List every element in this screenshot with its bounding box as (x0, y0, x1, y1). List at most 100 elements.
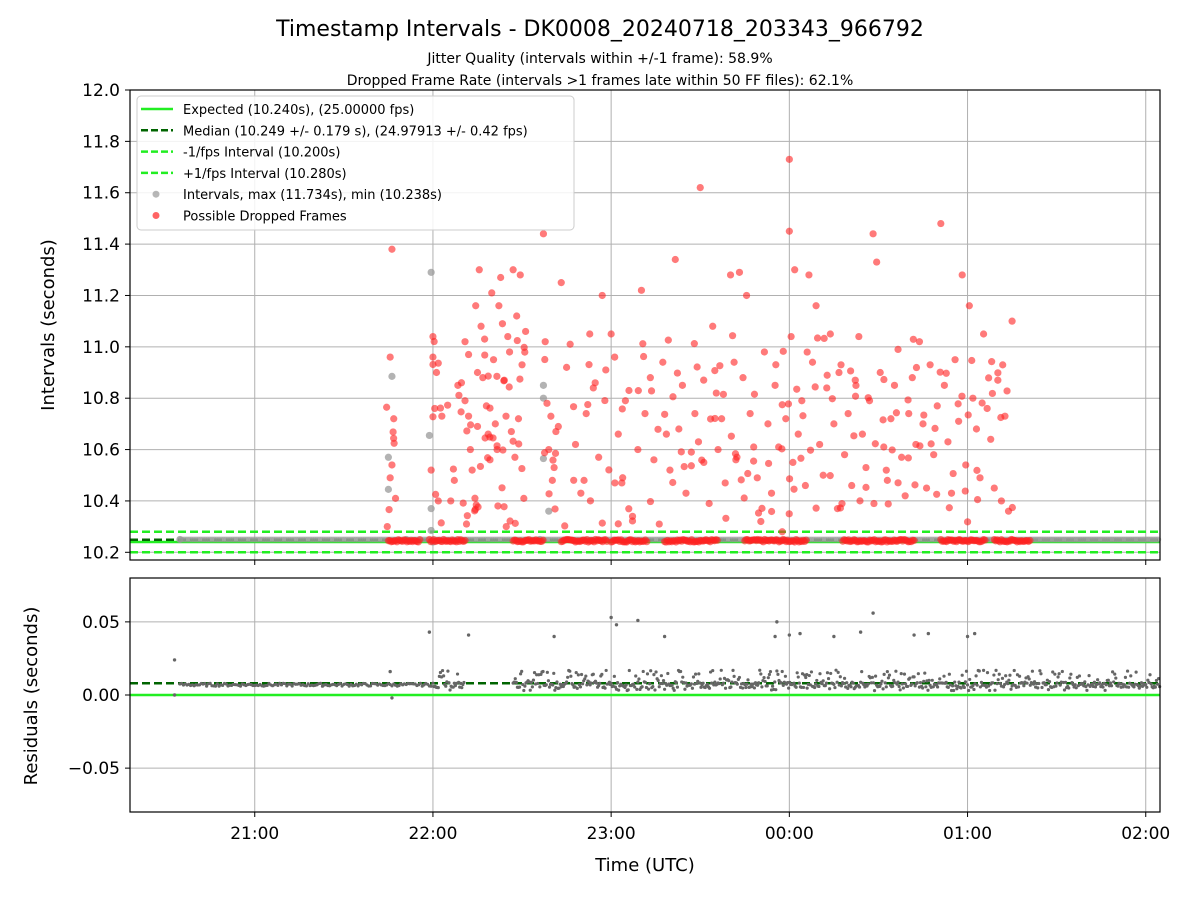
dropped-frame-point (495, 302, 503, 310)
dropped-frame-point (994, 369, 1002, 377)
residual-point (523, 684, 527, 688)
residuals-panel: −0.05 0.00 0.05 21:00 22:00 23:00 00:00 01:00 02… (68, 577, 1170, 844)
residual-point (926, 631, 931, 636)
residual-point (591, 672, 595, 676)
residual-point (1057, 672, 1061, 676)
dropped-frame-point (862, 483, 870, 491)
dropped-frame-point (450, 476, 458, 484)
residual-point (832, 682, 836, 686)
legend-entry-label: Median (10.249 +/- 0.179 s), (24.97913 +… (183, 124, 528, 139)
residual-point (614, 623, 619, 627)
dropped-frame-point (799, 412, 807, 420)
dropped-frame-point (585, 361, 593, 369)
residual-point (1109, 684, 1114, 688)
dropped-frame-point (570, 476, 578, 484)
dropped-frame-point (873, 258, 881, 266)
dropped-frame-point (976, 474, 984, 482)
dropped-frame-point (793, 385, 801, 393)
residual-point (683, 687, 687, 691)
residual-point (898, 688, 902, 692)
dropped-frame-point (486, 404, 494, 412)
dropped-frame-point (819, 471, 827, 479)
residual-point (1036, 686, 1040, 690)
dropped-frame-point (915, 338, 924, 346)
top-ytick-label: 10.2 (82, 543, 120, 563)
residual-point (585, 683, 589, 687)
top-ytick-label: 11.0 (82, 338, 120, 358)
dropped-frame-point (664, 336, 672, 344)
dropped-frame-point (621, 397, 629, 405)
dropped-frame-point (963, 518, 972, 526)
dropped-frame-point (548, 476, 556, 484)
interval-point (545, 507, 553, 515)
residual-point (866, 682, 870, 686)
residual-point (442, 674, 446, 678)
residual-point (581, 682, 585, 686)
bottom-ytick-label: −0.05 (68, 759, 120, 779)
residual-point (737, 675, 742, 680)
residual-point (903, 682, 908, 686)
residual-point (946, 685, 950, 689)
residual-point (319, 681, 323, 686)
top-ytick-label: 11.6 (82, 184, 120, 204)
interval-point (539, 454, 548, 463)
residual-point (1155, 682, 1160, 686)
dropped-frame-point (464, 412, 473, 420)
residual-point (1009, 687, 1013, 691)
dropped-frame-point (646, 374, 654, 382)
dropped-frame-point (461, 536, 469, 545)
dropped-frame-point (716, 362, 724, 370)
residual-point (757, 681, 761, 685)
dropped-frame-point (545, 490, 553, 498)
residual-point (690, 686, 695, 690)
residual-point (574, 670, 578, 675)
dropped-frame-point (823, 384, 831, 392)
residual-point (1062, 688, 1067, 692)
dropped-frame-point (539, 536, 547, 544)
residual-point (609, 681, 613, 685)
dropped-frame-point (437, 519, 445, 527)
dropped-frame-point (502, 523, 510, 531)
dropped-frame-point (591, 379, 599, 387)
residual-point (649, 669, 653, 673)
dropped-frame-point (457, 408, 465, 416)
residual-point (918, 681, 923, 685)
dropped-frame-point (713, 536, 721, 544)
dropped-frame-point (944, 438, 952, 446)
residual-point (883, 681, 887, 685)
residual-point (427, 630, 432, 634)
dropped-frame-point (994, 376, 1002, 384)
residual-point (900, 682, 904, 686)
residual-point (698, 681, 702, 685)
residual-point (729, 685, 733, 689)
residual-point (731, 668, 735, 672)
residual-point (839, 684, 843, 688)
legend-entry-label: Possible Dropped Frames (183, 210, 347, 225)
residual-point (1006, 682, 1010, 686)
dropped-frame-point (721, 479, 729, 487)
dropped-frame-point (449, 465, 458, 473)
residual-point (1055, 681, 1059, 685)
legend-marker (152, 190, 160, 198)
residual-point (801, 685, 806, 690)
residual-point (1113, 672, 1117, 676)
residual-point (960, 673, 964, 677)
residual-point (957, 680, 961, 684)
residual-point (894, 669, 898, 673)
residual-point (634, 674, 638, 678)
residual-point (1114, 676, 1118, 680)
dropped-frame-point (1026, 536, 1034, 545)
residual-point (705, 682, 709, 687)
dropped-frame-point (607, 330, 615, 338)
dropped-frame-point (666, 466, 674, 474)
dropped-frame-point (981, 536, 989, 544)
dropped-frame-point (887, 415, 895, 423)
dropped-frame-point (385, 506, 393, 514)
residual-point (825, 671, 830, 675)
residual-point (1156, 677, 1161, 681)
residual-point (979, 680, 984, 684)
residual-point (579, 672, 584, 677)
residual-point (765, 684, 769, 688)
residual-point (752, 686, 757, 690)
dropped-frame-point (828, 395, 836, 403)
